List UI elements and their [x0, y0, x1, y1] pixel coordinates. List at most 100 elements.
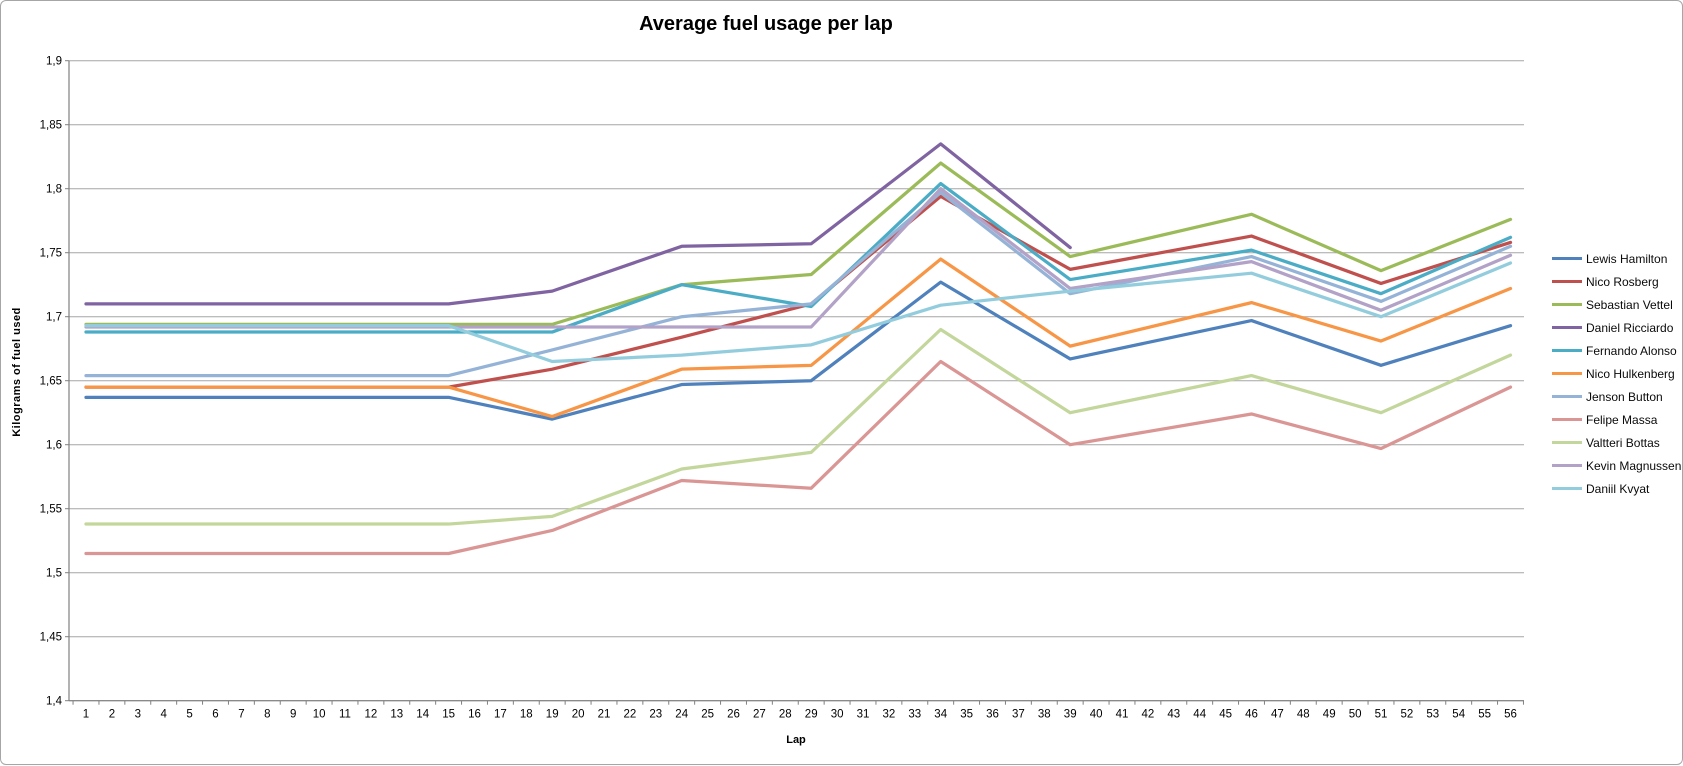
legend-item-lewis-hamilton: Lewis Hamilton	[1552, 247, 1681, 270]
x-tick-label: 47	[1271, 709, 1284, 721]
x-tick-label: 49	[1323, 709, 1336, 721]
x-tick-label: 22	[624, 709, 637, 721]
series-line-fernando-alonso	[86, 184, 1511, 332]
x-tick-label: 18	[520, 709, 533, 721]
x-tick-label: 15	[442, 709, 455, 721]
x-tick-label: 24	[675, 709, 688, 721]
legend-swatch-kevin-magnussen	[1552, 464, 1582, 467]
legend-label: Felipe Massa	[1586, 413, 1657, 427]
x-tick-label: 3	[135, 709, 141, 721]
x-tick-label: 38	[1038, 709, 1051, 721]
series-line-nico-rosberg	[86, 196, 1511, 387]
legend-item-nico-rosberg: Nico Rosberg	[1552, 270, 1681, 293]
legend-label: Nico Rosberg	[1586, 275, 1659, 289]
legend-label: Daniil Kvyat	[1586, 482, 1649, 496]
legend-swatch-nico-rosberg	[1552, 280, 1582, 283]
series-line-daniel-ricciardo	[86, 144, 1070, 304]
x-tick-label: 40	[1090, 709, 1103, 721]
legend-swatch-nico-hulkenberg	[1552, 372, 1582, 375]
x-tick-label: 2	[109, 709, 115, 721]
x-tick-label: 17	[494, 709, 507, 721]
x-tick-label: 12	[365, 709, 378, 721]
y-tick-label: 1,4	[46, 696, 63, 708]
x-tick-label: 7	[238, 709, 244, 721]
y-tick-label: 1,6	[46, 440, 62, 452]
legend-item-felipe-massa: Felipe Massa	[1552, 408, 1681, 431]
x-tick-label: 31	[857, 709, 870, 721]
y-tick-label: 1,65	[40, 376, 62, 388]
x-tick-label: 10	[313, 709, 326, 721]
legend-swatch-jenson-button	[1552, 395, 1582, 398]
x-tick-label: 26	[727, 709, 740, 721]
x-tick-label: 41	[1116, 709, 1129, 721]
legend-label: Sebastian Vettel	[1586, 298, 1673, 312]
x-tick-label: 36	[986, 709, 999, 721]
x-tick-label: 44	[1193, 709, 1206, 721]
x-tick-label: 19	[546, 709, 559, 721]
legend-item-nico-hulkenberg: Nico Hulkenberg	[1552, 362, 1681, 385]
legend-item-daniil-kvyat: Daniil Kvyat	[1552, 477, 1681, 500]
series-line-jenson-button	[86, 193, 1511, 376]
x-tick-label: 6	[212, 709, 218, 721]
x-tick-label: 55	[1478, 709, 1491, 721]
legend-item-daniel-ricciardo: Daniel Ricciardo	[1552, 316, 1681, 339]
legend-item-fernando-alonso: Fernando Alonso	[1552, 339, 1681, 362]
y-tick-label: 1,75	[40, 248, 62, 260]
x-tick-label: 48	[1297, 709, 1310, 721]
legend-label: Daniel Ricciardo	[1586, 321, 1673, 335]
legend-swatch-daniil-kvyat	[1552, 487, 1582, 490]
legend-label: Kevin Magnussen	[1586, 459, 1681, 473]
x-tick-label: 45	[1219, 709, 1232, 721]
x-tick-label: 4	[160, 709, 167, 721]
x-tick-label: 37	[1012, 709, 1025, 721]
legend-item-kevin-magnussen: Kevin Magnussen	[1552, 454, 1681, 477]
x-tick-label: 1	[83, 709, 89, 721]
legend-swatch-lewis-hamilton	[1552, 257, 1582, 260]
legend-item-jenson-button: Jenson Button	[1552, 385, 1681, 408]
y-tick-label: 1,55	[40, 504, 62, 516]
y-tick-label: 1,85	[40, 120, 62, 132]
x-tick-label: 32	[883, 709, 896, 721]
x-tick-label: 11	[339, 709, 351, 721]
legend-label: Lewis Hamilton	[1586, 252, 1667, 266]
legend-swatch-fernando-alonso	[1552, 349, 1582, 352]
legend-swatch-valtteri-bottas	[1552, 441, 1582, 444]
x-tick-label: 14	[416, 709, 429, 721]
y-tick-label: 1,5	[46, 568, 62, 580]
x-tick-label: 27	[753, 709, 766, 721]
x-tick-label: 8	[264, 709, 270, 721]
y-tick-label: 1,8	[46, 184, 62, 196]
x-tick-label: 52	[1401, 709, 1414, 721]
legend-label: Nico Hulkenberg	[1586, 367, 1675, 381]
x-tick-label: 33	[908, 709, 921, 721]
x-tick-label: 39	[1064, 709, 1077, 721]
legend-label: Valtteri Bottas	[1586, 436, 1660, 450]
legend-swatch-daniel-ricciardo	[1552, 326, 1582, 329]
y-tick-label: 1,45	[40, 632, 62, 644]
legend-label: Jenson Button	[1586, 390, 1663, 404]
x-tick-label: 5	[186, 709, 192, 721]
x-tick-label: 20	[572, 709, 585, 721]
x-tick-label: 51	[1375, 709, 1388, 721]
legend-item-valtteri-bottas: Valtteri Bottas	[1552, 431, 1681, 454]
x-tick-label: 34	[934, 709, 947, 721]
x-tick-label: 56	[1504, 709, 1517, 721]
y-axis-title: Kilograms of fuel used	[11, 257, 23, 487]
x-tick-label: 42	[1142, 709, 1155, 721]
y-tick-label: 1,9	[46, 56, 62, 68]
x-tick-label: 46	[1245, 709, 1258, 721]
x-tick-label: 50	[1349, 709, 1362, 721]
x-tick-label: 16	[468, 709, 481, 721]
x-tick-label: 25	[701, 709, 714, 721]
x-tick-label: 35	[960, 709, 973, 721]
x-tick-label: 53	[1426, 709, 1439, 721]
x-tick-label: 30	[831, 709, 844, 721]
chart-legend: Lewis Hamilton Nico Rosberg Sebastian Vett…	[1552, 247, 1681, 500]
x-tick-label: 21	[598, 709, 611, 721]
x-axis-title: Lap	[1, 734, 1591, 746]
legend-swatch-felipe-massa	[1552, 418, 1582, 421]
legend-swatch-sebastian-vettel	[1552, 303, 1582, 306]
y-tick-label: 1,7	[46, 312, 62, 324]
